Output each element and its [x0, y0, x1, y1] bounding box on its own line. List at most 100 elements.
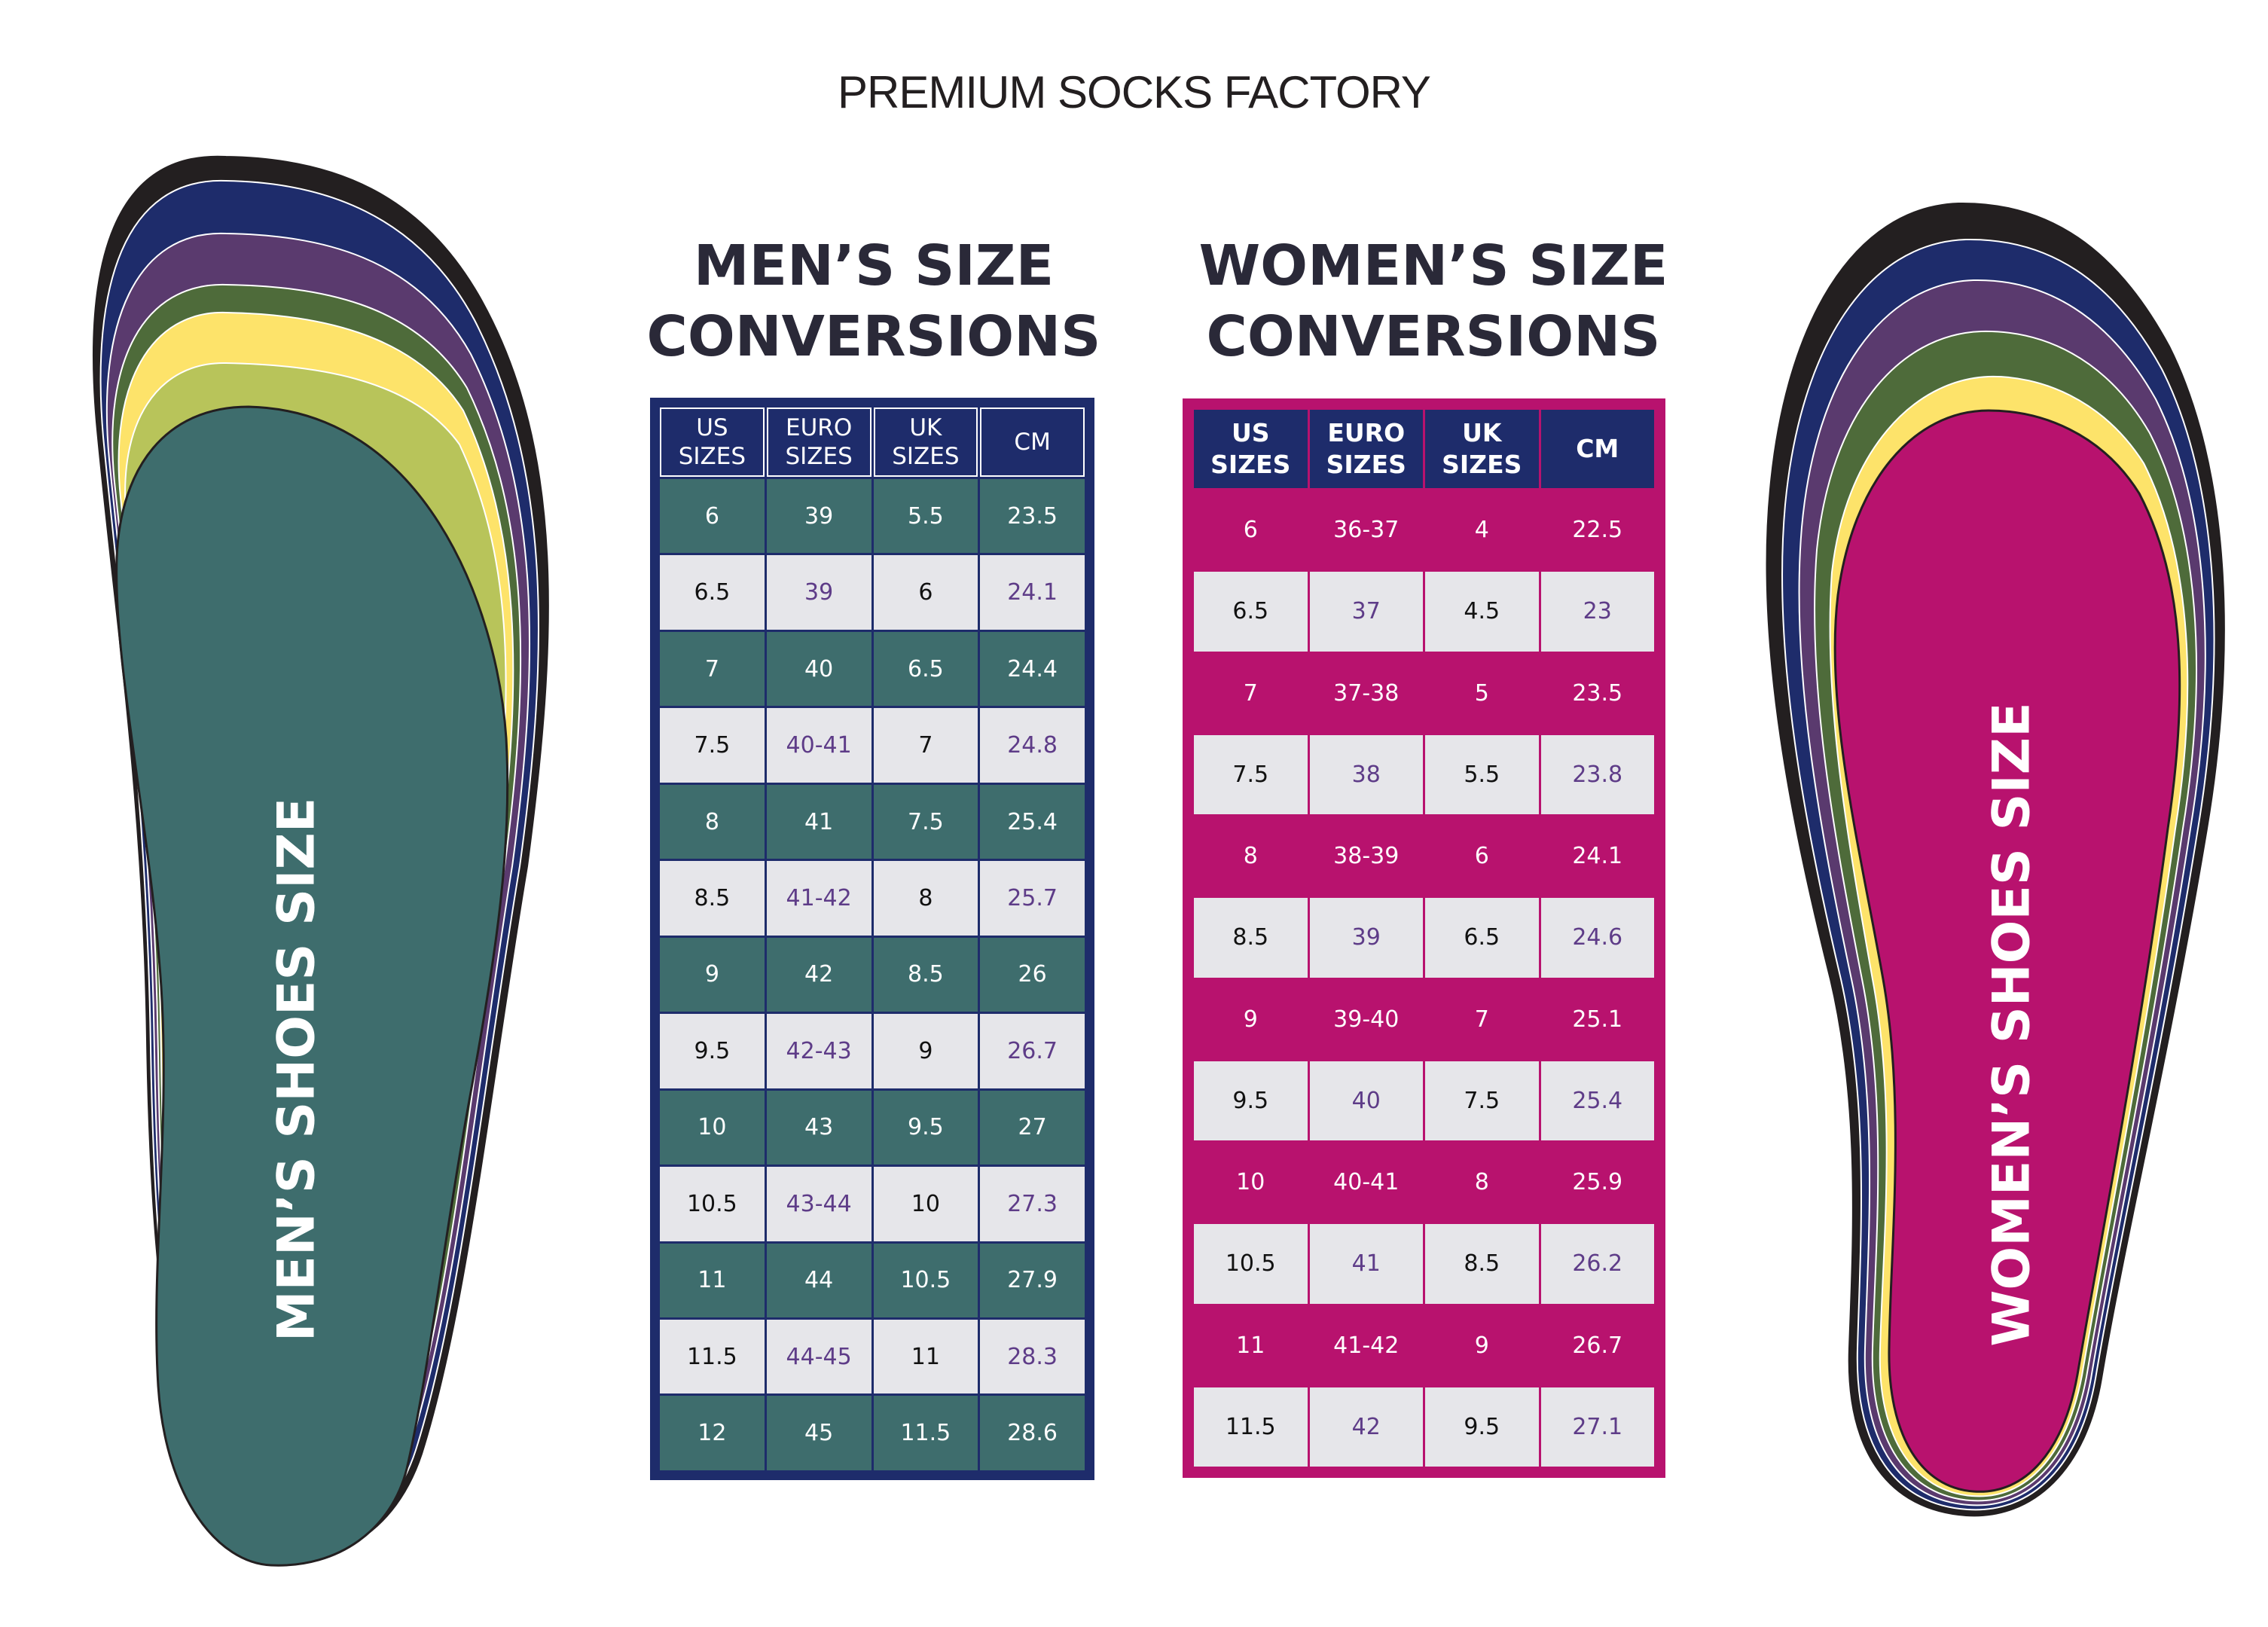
table-row: 6 36-37 4 22.5: [1194, 490, 1654, 570]
table-row: 8.5 41-42 8 25.7: [660, 861, 1085, 936]
women-header-us-line2: SIZES: [1210, 450, 1291, 479]
men-header-us-line2: SIZES: [678, 443, 746, 470]
women-header-uk-line2: SIZES: [1442, 450, 1522, 479]
women-cell-euro: 42: [1309, 1387, 1423, 1467]
women-cell-euro: 36-37: [1309, 490, 1423, 570]
table-row: 9.5 42-43 9 26.7: [660, 1014, 1085, 1088]
table-row: 11.5 44-45 11 28.3: [660, 1319, 1085, 1394]
men-cell-us: 7.5: [660, 708, 765, 783]
men-cell-us: 6.5: [660, 555, 765, 630]
table-row: 10.5 43-44 10 27.3: [660, 1167, 1085, 1241]
women-cell-us: 8: [1194, 817, 1308, 896]
women-cell-cm: 24.6: [1540, 898, 1654, 978]
men-cell-uk: 10.5: [873, 1243, 978, 1317]
men-cell-us: 9: [660, 937, 765, 1012]
men-cell-euro: 45: [766, 1396, 871, 1470]
men-header-uk: UK SIZES: [873, 408, 978, 477]
women-cell-uk: 5: [1425, 653, 1539, 733]
men-cell-euro: 41: [766, 784, 871, 859]
men-cell-uk: 8: [873, 861, 978, 936]
women-cell-uk: 8.5: [1425, 1224, 1539, 1304]
women-cell-euro: 41-42: [1309, 1305, 1423, 1385]
men-cell-euro: 43: [766, 1090, 871, 1165]
men-header-cm-line1: CM: [1014, 429, 1051, 456]
table-row: 7 40 6.5 24.4: [660, 631, 1085, 707]
women-header-euro-line1: EURO: [1327, 418, 1406, 447]
women-cell-cm: 27.1: [1540, 1387, 1654, 1467]
men-cell-cm: 23.5: [980, 479, 1085, 554]
women-cell-uk: 6.5: [1425, 898, 1539, 978]
men-cell-cm: 28.6: [980, 1396, 1085, 1470]
men-cell-euro: 44-45: [766, 1319, 871, 1394]
women-shoes-size-label: WOMEN’S SHOES SIZE: [1983, 702, 2042, 1346]
men-cell-cm: 25.7: [980, 861, 1085, 936]
table-row: 9 39-40 7 25.1: [1194, 979, 1654, 1059]
women-cell-us: 6.5: [1194, 572, 1308, 652]
women-cell-uk: 6: [1425, 817, 1539, 896]
women-cell-us: 9.5: [1194, 1061, 1308, 1140]
table-row: 10 40-41 8 25.9: [1194, 1143, 1654, 1223]
women-cell-euro: 38: [1309, 734, 1423, 814]
table-row: 12 45 11.5 28.6: [660, 1396, 1085, 1470]
men-insole-main: [115, 405, 509, 1567]
women-cell-us: 8.5: [1194, 898, 1308, 978]
men-size-grid: US SIZES EURO SIZES UK SIZES CM 6 39 5.5 23.5 6.5 3…: [658, 405, 1087, 1473]
table-row: 10 43 9.5 27: [660, 1090, 1085, 1165]
women-cell-uk: 4: [1425, 490, 1539, 570]
men-cell-cm: 27: [980, 1090, 1085, 1165]
women-cell-euro: 39-40: [1309, 979, 1423, 1059]
women-header-euro-line2: SIZES: [1326, 450, 1406, 479]
women-cell-us: 7: [1194, 653, 1308, 733]
table-row: 8.5 39 6.5 24.6: [1194, 898, 1654, 978]
men-header-euro-line1: EURO: [786, 414, 853, 441]
table-row: 9 42 8.5 26: [660, 937, 1085, 1012]
men-cell-us: 7: [660, 631, 765, 707]
women-cell-cm: 24.1: [1540, 817, 1654, 896]
women-size-table: US SIZES EURO SIZES UK SIZES CM 6 36-37 4 22.5 6.5…: [1183, 398, 1665, 1478]
men-cell-euro: 40-41: [766, 708, 871, 783]
women-cell-euro: 41: [1309, 1224, 1423, 1304]
men-cell-euro: 43-44: [766, 1167, 871, 1241]
men-header-uk-line2: SIZES: [892, 443, 960, 470]
men-cell-cm: 26: [980, 937, 1085, 1012]
table-row: 11 41-42 9 26.7: [1194, 1305, 1654, 1385]
women-section-title: WOMEN’S SIZE CONVERSIONS: [1192, 230, 1674, 372]
women-cell-cm: 23.8: [1540, 734, 1654, 814]
men-cell-cm: 27.3: [980, 1167, 1085, 1241]
women-cell-us: 7.5: [1194, 734, 1308, 814]
men-cell-us: 8.5: [660, 861, 765, 936]
women-cell-cm: 25.4: [1540, 1061, 1654, 1140]
women-cell-cm: 23.5: [1540, 653, 1654, 733]
women-cell-uk: 9.5: [1425, 1387, 1539, 1467]
women-size-grid: US SIZES EURO SIZES UK SIZES CM 6 36-37 4 22.5 6.5…: [1192, 408, 1656, 1469]
women-cell-uk: 4.5: [1425, 572, 1539, 652]
women-header-uk: UK SIZES: [1425, 410, 1539, 488]
men-shoes-size-label: MEN’S SHOES SIZE: [267, 798, 327, 1342]
men-section-title: MEN’S SIZE CONVERSIONS: [640, 230, 1107, 372]
women-header-us: US SIZES: [1194, 410, 1308, 488]
men-cell-uk: 6.5: [873, 631, 978, 707]
men-cell-uk: 11: [873, 1319, 978, 1394]
men-cell-cm: 26.7: [980, 1014, 1085, 1088]
table-row: 6.5 39 6 24.1: [660, 555, 1085, 630]
women-cell-us: 11.5: [1194, 1387, 1308, 1467]
women-cell-cm: 23: [1540, 572, 1654, 652]
men-cell-us: 6: [660, 479, 765, 554]
men-header-us-line1: US: [696, 414, 728, 441]
men-cell-us: 10.5: [660, 1167, 765, 1241]
women-header-uk-line1: UK: [1462, 418, 1502, 447]
men-title-line2: CONVERSIONS: [646, 304, 1101, 369]
women-cell-cm: 25.1: [1540, 979, 1654, 1059]
women-cell-euro: 39: [1309, 898, 1423, 978]
women-cell-uk: 7.5: [1425, 1061, 1539, 1140]
women-title-line2: CONVERSIONS: [1206, 304, 1661, 369]
women-header-euro: EURO SIZES: [1309, 410, 1423, 488]
men-cell-us: 10: [660, 1090, 765, 1165]
women-cell-us: 11: [1194, 1305, 1308, 1385]
men-cell-euro: 39: [766, 479, 871, 554]
women-cell-uk: 8: [1425, 1143, 1539, 1223]
table-row: 6 39 5.5 23.5: [660, 479, 1085, 554]
table-row: 11 44 10.5 27.9: [660, 1243, 1085, 1317]
women-cell-euro: 37-38: [1309, 653, 1423, 733]
men-title-line1: MEN’S SIZE: [693, 234, 1055, 298]
